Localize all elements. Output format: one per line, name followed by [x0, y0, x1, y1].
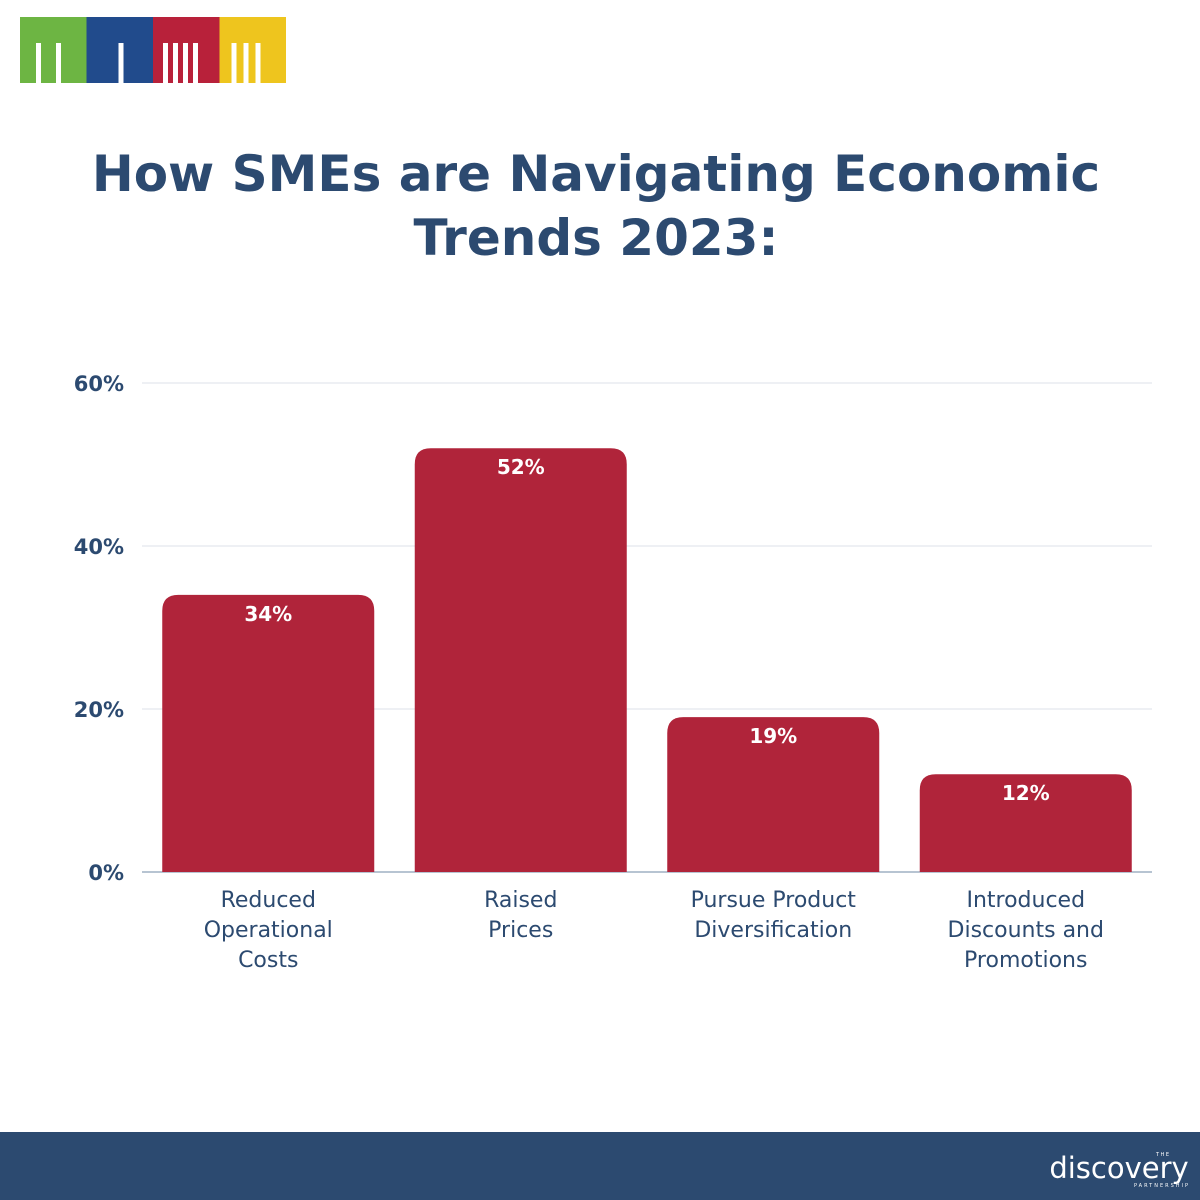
bar-value-label: 52% — [497, 455, 545, 479]
bar — [414, 448, 627, 872]
brand-name: discovery — [1049, 1151, 1188, 1185]
x-tick-label: Promotions — [964, 948, 1087, 973]
x-tick-label: Costs — [238, 948, 298, 973]
footer-bar — [0, 1132, 1200, 1200]
x-tick-label: Operational — [204, 918, 333, 943]
x-tick-label: Prices — [488, 918, 553, 943]
logo — [20, 17, 286, 83]
logo-slit — [118, 43, 124, 83]
bars: 34% 52% 19% 12% — [162, 448, 1132, 872]
bar — [162, 594, 375, 872]
brand-logo: THE discovery PARTNERSHIP — [1044, 1146, 1194, 1192]
x-tick-label: Reduced — [221, 888, 316, 913]
bar — [667, 717, 880, 872]
title-line-1: How SMEs are Navigating Economic — [91, 145, 1101, 203]
brand-logo-graphic: THE discovery PARTNERSHIP — [1049, 1151, 1190, 1189]
bar-value-label: 19% — [749, 724, 797, 748]
logo-slit — [193, 43, 198, 83]
y-tick-label: 0% — [88, 861, 124, 885]
x-tick-label: Diversification — [694, 918, 852, 943]
logo-slit — [243, 43, 249, 83]
x-tick-label: Introduced — [966, 888, 1085, 913]
page-title: How SMEs are Navigating Economic Trends … — [40, 142, 1152, 270]
logo-slit — [163, 43, 168, 83]
x-tick-label: Discounts and — [948, 918, 1104, 943]
y-tick-label: 60% — [74, 372, 124, 396]
logo-slit — [36, 43, 41, 83]
logo-slit — [183, 43, 188, 83]
brand-small-label: THE — [1155, 1152, 1170, 1158]
y-tick-label: 20% — [74, 698, 124, 722]
logo-slit — [231, 43, 237, 83]
y-axis-ticks: 0% 20% 40% 60% — [74, 372, 124, 885]
x-axis-labels: Reduced Operational Costs Raised Prices Pursu… — [204, 888, 1104, 973]
bar — [919, 774, 1132, 872]
title-line-2: Trends 2023: — [413, 209, 779, 267]
brand-subtitle: PARTNERSHIP — [1134, 1183, 1190, 1189]
bar-chart: 0% 20% 40% 60% 34% 52% 19% 12% Reduced Operatio… — [74, 372, 1152, 973]
y-tick-label: 40% — [74, 535, 124, 559]
x-tick-label: Pursue Product — [691, 888, 857, 913]
x-tick-label: Raised — [484, 888, 557, 913]
logo-block — [219, 17, 286, 83]
logo-slit — [56, 43, 61, 83]
bar-value-label: 12% — [1002, 781, 1050, 805]
bar-value-label: 34% — [244, 602, 292, 626]
logo-slit — [255, 43, 261, 83]
logo-block — [20, 17, 87, 83]
logo-slit — [173, 43, 178, 83]
logo-graphic — [20, 17, 286, 83]
